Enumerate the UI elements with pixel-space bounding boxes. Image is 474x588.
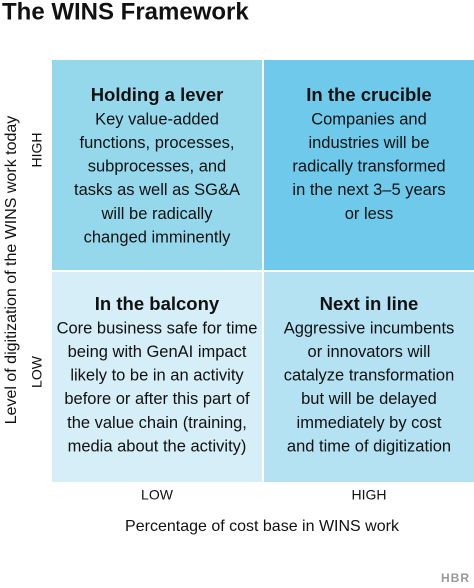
title: The WINS Framework [2,0,249,25]
y-axis-label: Level of digitization of the WINS work t… [3,116,20,425]
quadrant-text: or innovators will [308,343,431,361]
quadrant-text: tasks as well as SG&A [74,181,240,199]
quadrant-text: before or after this part of [64,390,250,408]
quadrant-text: subprocesses, and [88,158,227,176]
quadrant-text: but will be delayed [301,390,437,408]
quadrant-text: changed imminently [84,228,231,246]
quadrant-text: in the next 3–5 years [292,181,445,199]
quadrant-text: immediately by cost [297,414,442,432]
quadrant-text: Core business safe for time [57,319,258,337]
quadrant-text: or less [345,205,394,223]
quadrant-title: In the balcony [95,293,220,314]
quadrant-text: radically transformed [292,158,445,176]
quadrant-bg [264,60,474,270]
logo: HBR [441,571,470,585]
x-low: LOW [141,487,174,503]
y-low: LOW [29,355,45,388]
quadrant-title: Next in line [320,293,419,314]
quadrant-bg [52,272,262,482]
quadrant-text: likely to be in an activity [70,367,244,385]
quadrant-text: Key value-added [95,110,219,128]
quadrant-bg [52,60,262,270]
quadrant-text: being with GenAI impact [68,343,247,361]
quadrant-text: industries will be [308,134,429,152]
quadrant-text: Companies and [311,110,427,128]
quadrant-text: will be radically [101,205,214,223]
quadrant-text: and time of digitization [287,437,451,455]
x-axis-label: Percentage of cost base in WINS work [125,518,400,535]
quadrant-title: Holding a lever [91,84,224,105]
quadrant-title: In the crucible [306,84,431,105]
quadrant-text: media about the activity) [68,437,247,455]
y-high: HIGH [29,133,45,168]
quadrant-bg [264,272,474,482]
x-high: HIGH [352,487,387,503]
quadrant-text: catalyze transformation [284,367,455,385]
quadrant-text: functions, processes, [80,134,235,152]
quadrant-text: the value chain (training, [67,414,247,432]
quadrant-text: Aggressive incumbents [284,319,455,337]
